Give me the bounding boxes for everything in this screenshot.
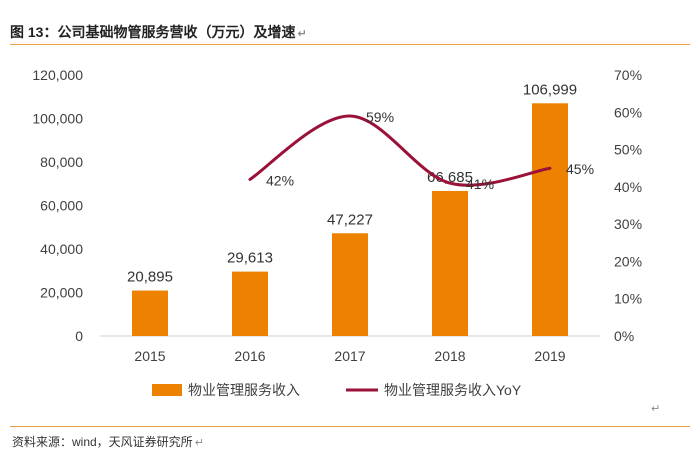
y-right-tick-label: 30% <box>614 216 642 232</box>
x-tick-label: 2016 <box>234 348 265 364</box>
x-tick-label: 2017 <box>334 348 365 364</box>
y-right-tick-label: 70% <box>614 67 642 83</box>
bar-value-label: 20,895 <box>127 269 173 286</box>
source-divider <box>10 426 690 427</box>
y-right-tick-label: 50% <box>614 142 642 158</box>
title-divider <box>10 44 690 45</box>
y-right-tick-label: 40% <box>614 179 642 195</box>
legend-swatch-bar <box>152 384 182 396</box>
legend-label-bar: 物业管理服务收入 <box>188 382 300 398</box>
y-left-tick-label: 40,000 <box>40 241 83 257</box>
bar-2017 <box>332 233 368 336</box>
legend-label-line: 物业管理服务收入YoY <box>384 382 522 398</box>
x-tick-label: 2018 <box>434 348 465 364</box>
bar-2016 <box>232 271 268 336</box>
x-tick-label: 2019 <box>534 348 565 364</box>
bar-value-label: 29,613 <box>227 250 273 267</box>
x-tick-label: 2015 <box>134 348 165 364</box>
y-right-tick-label: 0% <box>614 328 634 344</box>
yoy-value-label: 59% <box>366 109 394 125</box>
bar-2015 <box>132 290 168 336</box>
bar-value-label: 106,999 <box>523 81 577 98</box>
figure-title: 图 13：公司基础物管服务营收（万元）及增速 ↵ <box>10 24 307 40</box>
source-note: 资料来源：wind，天风证券研究所 ↵ <box>12 435 204 449</box>
yoy-value-label: 45% <box>566 161 594 177</box>
y-left-tick-label: 100,000 <box>32 111 83 127</box>
bar-value-label: 66,685 <box>427 169 473 186</box>
y-right-tick-label: 10% <box>614 291 642 307</box>
bar-2018 <box>432 190 468 336</box>
y-left-tick-label: 20,000 <box>40 285 83 301</box>
yoy-value-label: 42% <box>266 172 294 188</box>
y-left-tick-label: 60,000 <box>40 198 83 214</box>
yoy-line <box>248 114 552 187</box>
paragraph-mark: ↵ <box>651 403 661 415</box>
bar-value-label: 47,227 <box>327 211 373 228</box>
y-left-tick-label: 120,000 <box>32 67 83 83</box>
bar-2019 <box>532 103 568 336</box>
y-left-tick-label: 80,000 <box>40 154 83 170</box>
y-right-tick-label: 60% <box>614 104 642 120</box>
y-left-tick-label: 0 <box>75 328 83 344</box>
yoy-value-label: 41% <box>466 176 494 192</box>
y-right-tick-label: 20% <box>614 253 642 269</box>
